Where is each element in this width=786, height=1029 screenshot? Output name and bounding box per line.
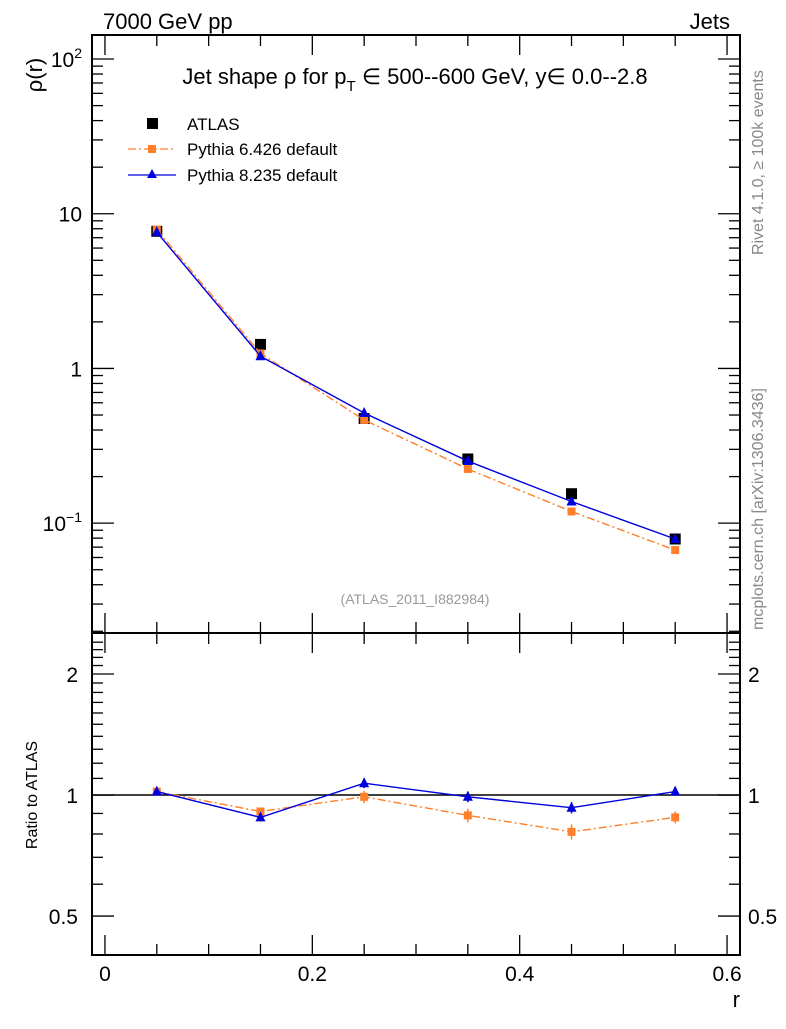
data-point (359, 407, 370, 418)
y-tick-label: 0.5 (49, 906, 78, 929)
main-title: Jet shape ρ for pT ∈ 500--600 GeV, y∈ 0.… (182, 64, 647, 95)
y-tick-label-right: 0.5 (748, 906, 777, 929)
legend-pythia8-marker (147, 169, 157, 178)
ratio-point (151, 785, 162, 796)
legend-pythia6-marker (148, 145, 156, 153)
ratio-plot: 2 2 1 1 0.5 0.5 0 0.2 0.4 0.6 (49, 632, 777, 986)
analysis-id: (ATLAS_2011_I882984) (341, 591, 490, 607)
data-point (462, 455, 473, 466)
ratio-point (671, 813, 680, 822)
legend-atlas-marker (147, 118, 158, 129)
plot-frame (91, 632, 741, 956)
data-point (255, 350, 266, 361)
legend: ATLAS Pythia 6.426 default Pythia 8.235 … (128, 115, 338, 185)
data-point (360, 415, 369, 424)
x-axis-label: r (733, 987, 740, 1012)
data-point (566, 488, 578, 500)
data-point (254, 338, 266, 350)
ratio-point (670, 785, 681, 796)
header-right: Jets (690, 9, 730, 34)
ratio-point (360, 792, 369, 801)
x-tick-label: 0 (99, 963, 111, 986)
data-point (463, 464, 472, 473)
data-point (671, 546, 680, 555)
y-tick-label-right: 2 (748, 664, 760, 687)
header-left: 7000 GeV pp (103, 9, 233, 34)
data-point (151, 226, 162, 237)
ratio-point (462, 790, 473, 801)
legend-pythia8-label: Pythia 8.235 default (187, 166, 338, 185)
series-line-1 (156, 229, 676, 551)
ratio-point (359, 777, 370, 788)
y-tick-label: 1 (70, 358, 82, 381)
ratio-point (255, 811, 266, 822)
side-label-bottom: mcplots.cern.ch [arXiv:1306.3436] (750, 388, 767, 630)
y-tick-label: 10 (59, 204, 82, 227)
ratio-point (567, 827, 576, 836)
x-tick-label: 0.4 (505, 963, 535, 986)
side-label-top: Rivet 4.1.0, ≥ 100k events (750, 70, 767, 255)
ratio-line-1 (156, 782, 676, 819)
x-tick-label: 0.2 (298, 963, 327, 986)
ratio-y-axis-label: Ratio to ATLAS (24, 741, 41, 849)
x-tick-label: 0.6 (712, 963, 741, 986)
ratio-point (463, 811, 472, 820)
ratio-line-0 (156, 790, 676, 833)
y-tick-label: 10−1 (43, 509, 83, 536)
y-axis-label: ρ(r) (22, 58, 47, 93)
y-tick-label: 102 (51, 45, 82, 72)
legend-pythia6-label: Pythia 6.426 default (187, 140, 338, 159)
ratio-point (566, 801, 577, 812)
data-point (567, 507, 576, 516)
data-point (670, 532, 681, 543)
y-tick-label: 1 (66, 785, 78, 808)
y-tick-label-right: 1 (748, 785, 760, 808)
legend-atlas-label: ATLAS (187, 115, 240, 134)
y-tick-label: 2 (66, 664, 78, 687)
series-line-2 (156, 231, 676, 540)
data-point (566, 495, 577, 506)
